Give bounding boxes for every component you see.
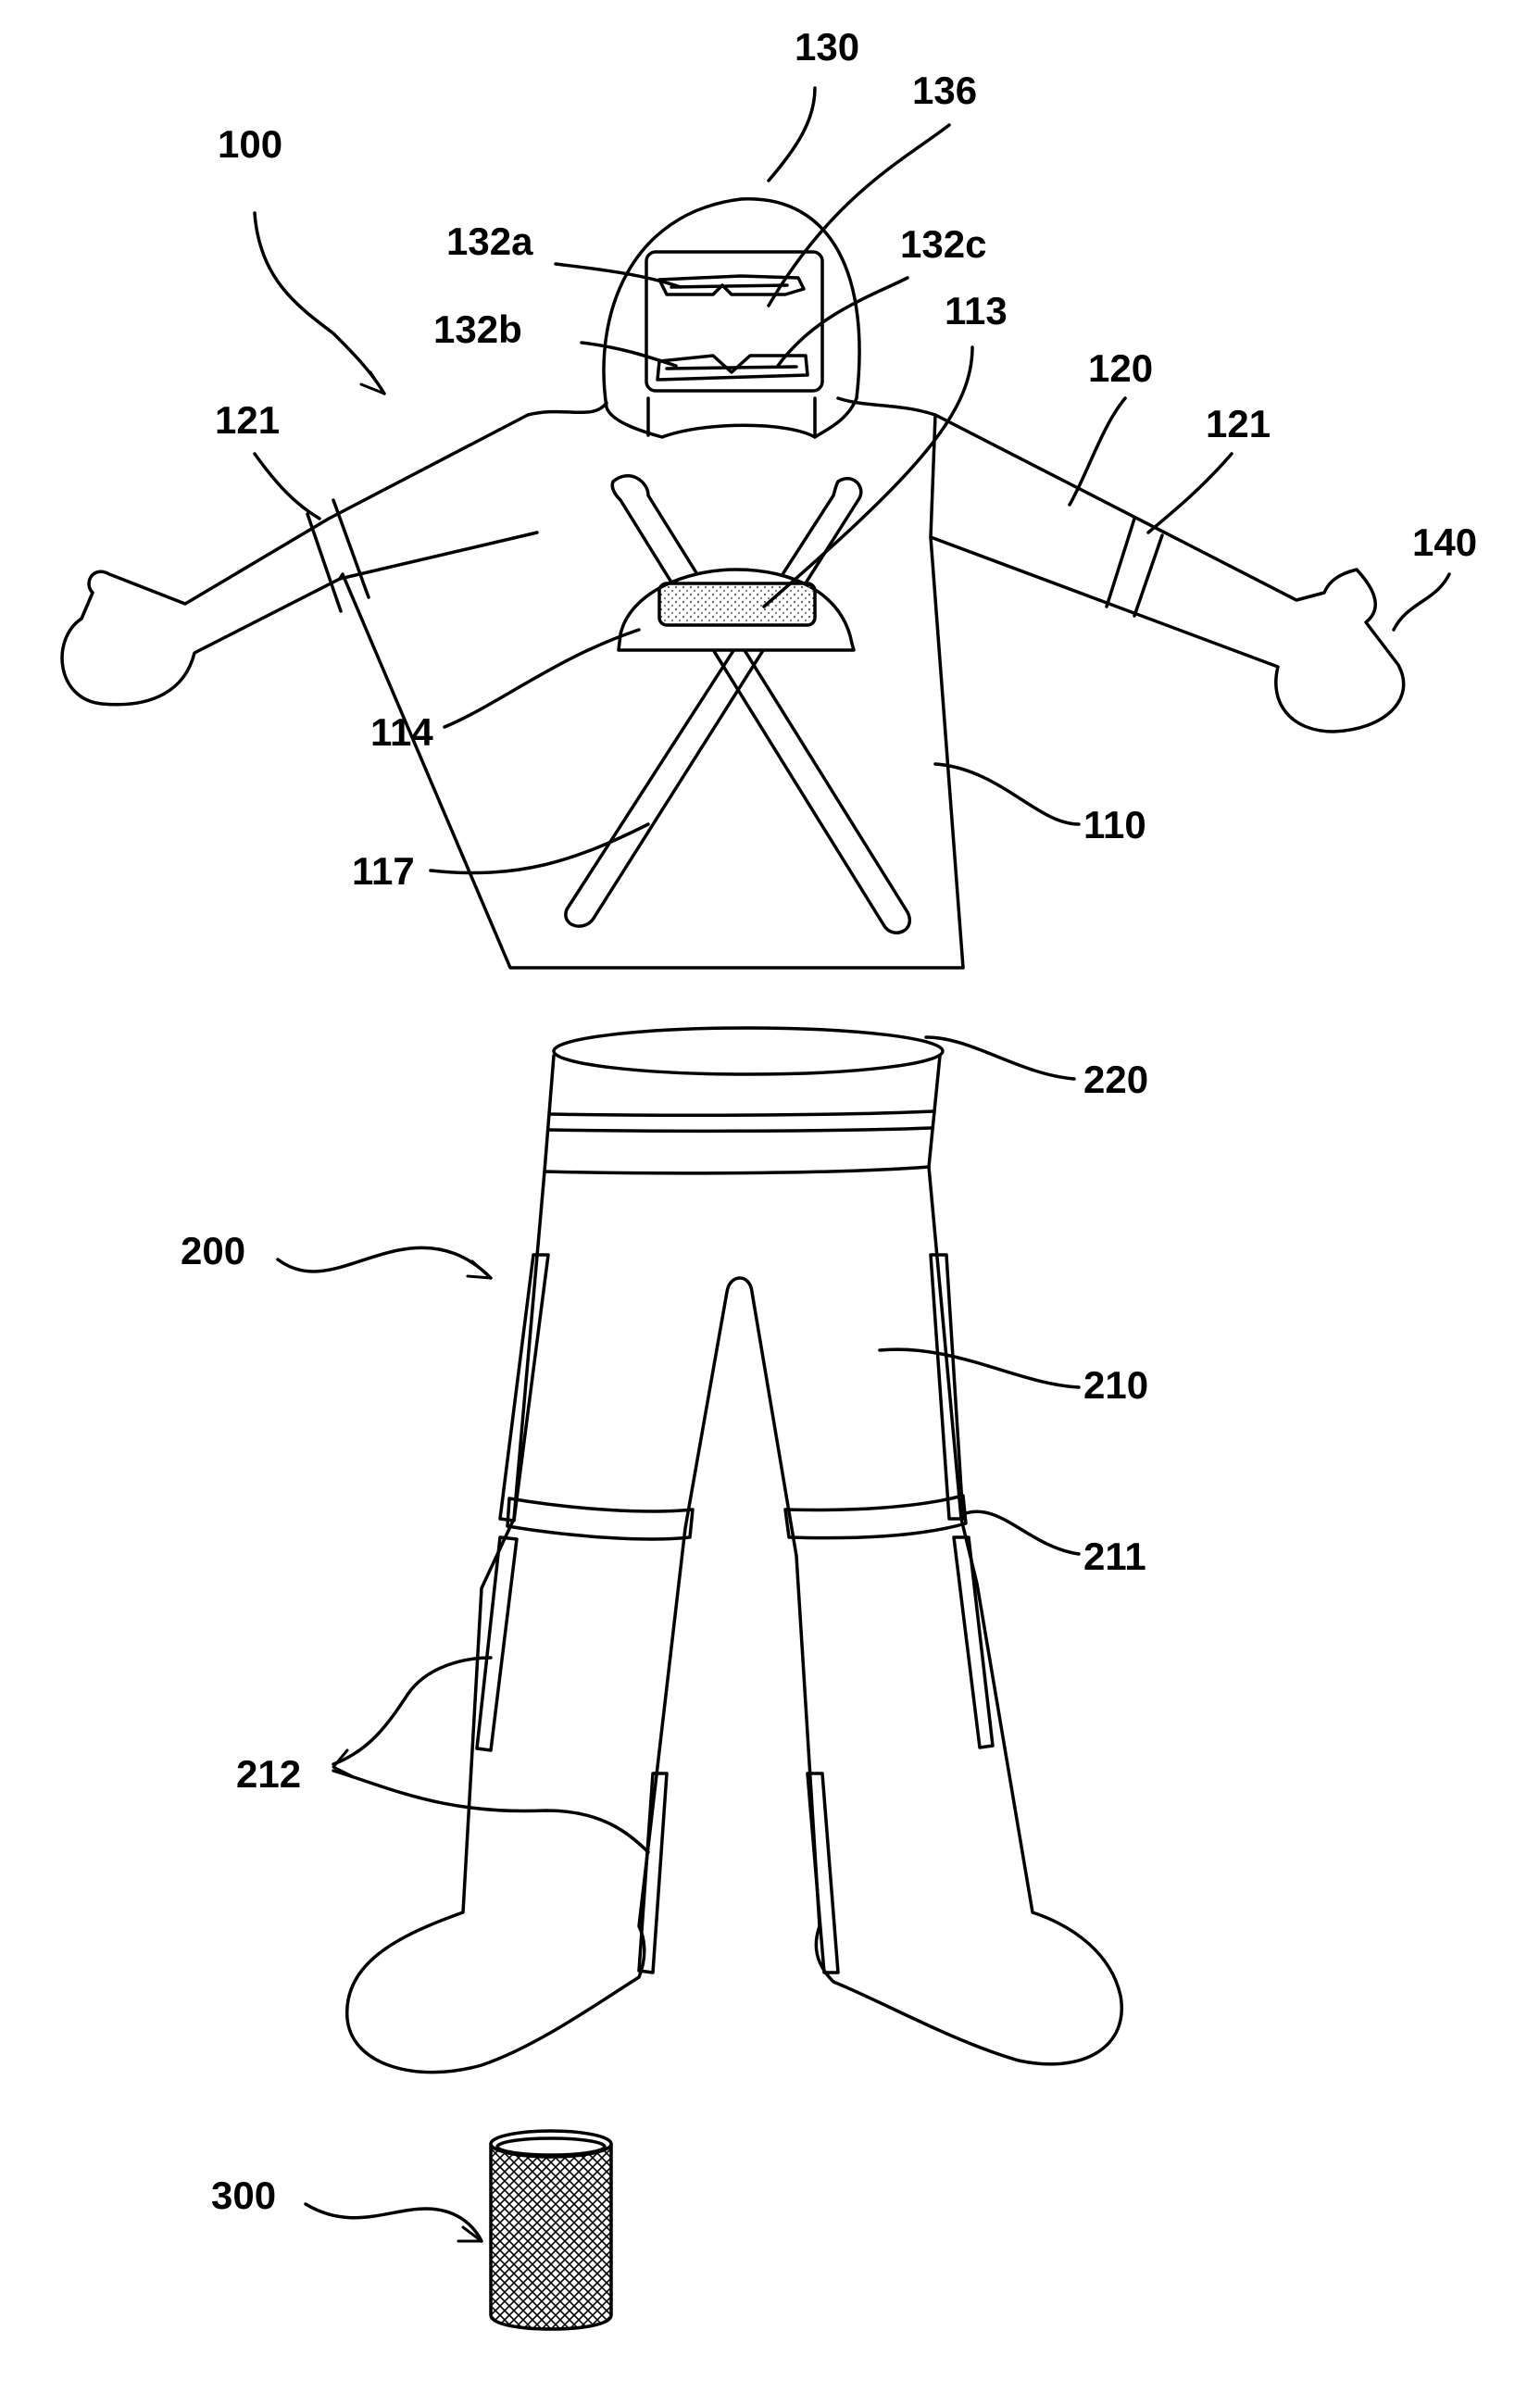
leader-211 [963, 1511, 1079, 1554]
leader-200 [278, 1247, 491, 1278]
leader-120 [1070, 398, 1125, 505]
thigh-band-left [507, 1498, 693, 1539]
right-cuff-band [1107, 519, 1162, 616]
label-100: 100 [218, 122, 282, 166]
label-132b: 132b [433, 307, 522, 351]
chest-label-113 [659, 583, 815, 625]
label-210: 210 [1083, 1363, 1148, 1407]
x-strap-left-to-right [612, 476, 909, 933]
thigh-band-right [785, 1496, 966, 1538]
leader-121-left [255, 454, 319, 519]
neck-strap [648, 398, 815, 437]
leader-100 [255, 213, 384, 394]
leader-220 [926, 1037, 1074, 1079]
label-121-right: 121 [1206, 402, 1271, 445]
label-140: 140 [1412, 520, 1477, 564]
stiffener-left-lower [477, 1537, 517, 1750]
label-132a: 132a [446, 219, 533, 263]
label-212: 212 [236, 1752, 301, 1796]
label-132c: 132c [900, 222, 986, 266]
leader-114 [444, 630, 639, 727]
pants-outline [347, 1167, 1122, 2073]
label-300: 300 [211, 2174, 276, 2217]
leader-130 [769, 88, 815, 181]
leader-212-b [333, 1771, 648, 1852]
mesh-cylinder [491, 2144, 611, 2329]
right-sleeve-seam [931, 415, 935, 537]
leader-132b [582, 343, 676, 366]
label-117: 117 [352, 849, 415, 893]
leader-113 [764, 347, 972, 607]
label-200: 200 [181, 1229, 245, 1272]
leader-210 [880, 1349, 1079, 1387]
x-strap-right-to-left [566, 479, 861, 926]
label-120: 120 [1088, 346, 1153, 390]
waist-opening [554, 1028, 943, 1074]
label-211: 211 [1083, 1535, 1146, 1578]
label-113: 113 [945, 289, 1008, 332]
label-136: 136 [912, 69, 977, 112]
left-sleeve-seam [340, 532, 537, 579]
label-220: 220 [1083, 1058, 1148, 1101]
leader-121-right [1148, 454, 1232, 532]
leader-110 [935, 764, 1079, 824]
leader-140 [1394, 574, 1449, 630]
label-110: 110 [1083, 803, 1146, 846]
leader-300 [306, 2204, 482, 2241]
label-130: 130 [795, 25, 859, 69]
label-114: 114 [370, 710, 433, 754]
label-121-left: 121 [215, 398, 280, 442]
leader-212-a [333, 1658, 491, 1764]
